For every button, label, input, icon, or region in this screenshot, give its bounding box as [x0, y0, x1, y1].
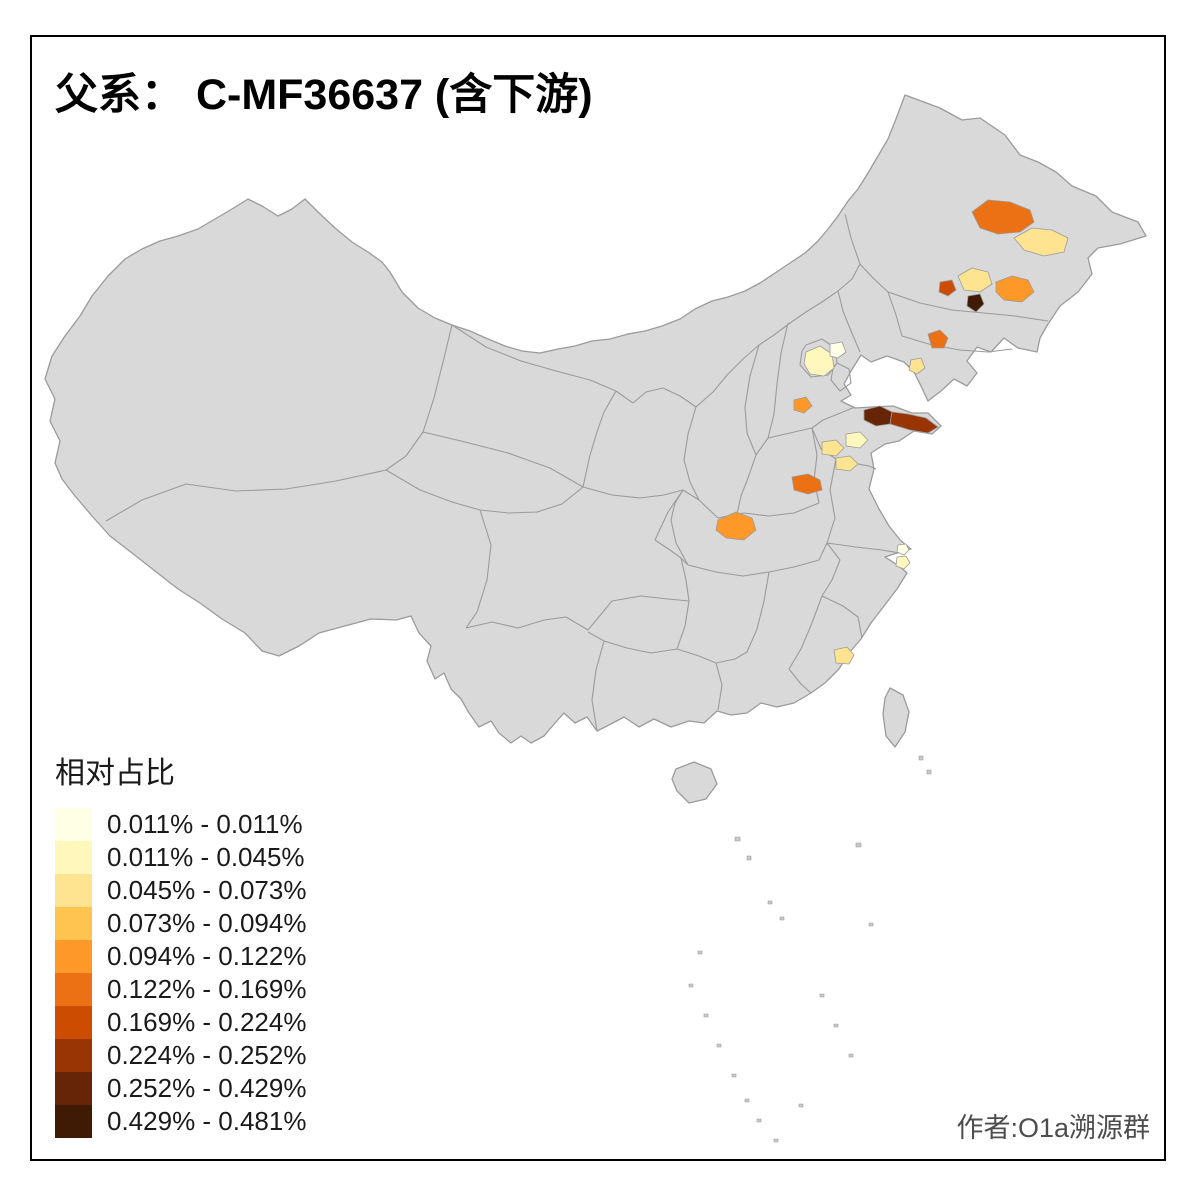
attribution-text: 作者:O1a溯源群 — [956, 1113, 1150, 1143]
legend-swatch — [55, 1039, 92, 1072]
legend-item: 0.045% - 0.073% — [55, 874, 306, 907]
legend-swatch — [55, 907, 92, 940]
map-region-hebei-orange-small — [793, 396, 813, 414]
legend-label: 0.073% - 0.094% — [107, 908, 307, 938]
map-region-heilongjiang-orange-large — [971, 199, 1035, 235]
legend-label: 0.169% - 0.224% — [107, 1007, 307, 1037]
map-region-jilin-pale — [957, 267, 993, 293]
map-region-fujian-pale — [833, 646, 855, 665]
legend-label: 0.011% - 0.045% — [107, 842, 305, 872]
map-region-beijing-pale — [803, 345, 835, 377]
map-region-jilin-orange — [995, 275, 1035, 303]
legend-swatch — [55, 841, 92, 874]
map-region-south-shaanxi-orange — [715, 511, 757, 541]
legend-label: 0.429% - 0.481% — [107, 1106, 307, 1136]
map-region-shandong-yellow — [821, 439, 845, 457]
legend-item: 0.122% - 0.169% — [55, 973, 306, 1006]
map-region-liaodong-pale — [908, 357, 926, 375]
map-region-shandong-pale-2 — [835, 455, 859, 472]
map-region-north-zhejiang-pale — [895, 555, 911, 570]
legend-item: 0.169% - 0.224% — [55, 1006, 306, 1039]
map-region-jilin-darkorange-small — [938, 279, 957, 297]
legend-item: 0.252% - 0.429% — [55, 1072, 306, 1105]
legend-label: 0.122% - 0.169% — [107, 974, 307, 1004]
map-region-shandong-pale-1 — [845, 431, 869, 449]
legend-swatch — [55, 808, 92, 841]
map-region-sw-shandong-orange — [791, 473, 823, 495]
legend-item: 0.011% - 0.011% — [55, 808, 306, 841]
legend-item: 0.011% - 0.045% — [55, 841, 306, 874]
legend-swatch — [55, 973, 92, 1006]
legend-item: 0.224% - 0.252% — [55, 1039, 306, 1072]
legend-label: 0.224% - 0.252% — [107, 1040, 307, 1070]
legend-swatch — [55, 940, 92, 973]
map-region-jilin-darkest-small — [966, 293, 985, 313]
map-region-shandong-dark-east — [889, 411, 939, 434]
map-frame — [30, 35, 1166, 1161]
legend-item: 0.094% - 0.122% — [55, 940, 306, 973]
legend-title: 相对占比 — [55, 757, 175, 790]
map-region-liaoning-orange — [927, 329, 949, 349]
map-region-shanghai-cream — [896, 543, 910, 556]
legend-swatch — [55, 1072, 92, 1105]
legend: 相对占比 0.011% - 0.011% 0.011% - 0.045% 0.0… — [55, 748, 306, 1138]
legend-label: 0.094% - 0.122% — [107, 941, 307, 971]
legend-swatch — [55, 1006, 92, 1039]
legend-item: 0.429% - 0.481% — [55, 1105, 306, 1138]
page-title: 父系： C-MF36637 (含下游) — [55, 71, 593, 119]
map-region-beijing-cream — [829, 341, 847, 359]
map-region-heilongjiang-pale-east — [1013, 227, 1069, 257]
legend-label: 0.045% - 0.073% — [107, 875, 307, 905]
major-islands — [671, 687, 910, 804]
legend-swatch — [55, 1105, 92, 1138]
china-mainland — [44, 94, 1147, 744]
legend-label: 0.011% - 0.011% — [107, 809, 303, 839]
legend-label: 0.252% - 0.429% — [107, 1073, 307, 1103]
legend-swatch — [55, 874, 92, 907]
legend-item: 0.073% - 0.094% — [55, 907, 306, 940]
island-specks — [688, 755, 932, 1143]
